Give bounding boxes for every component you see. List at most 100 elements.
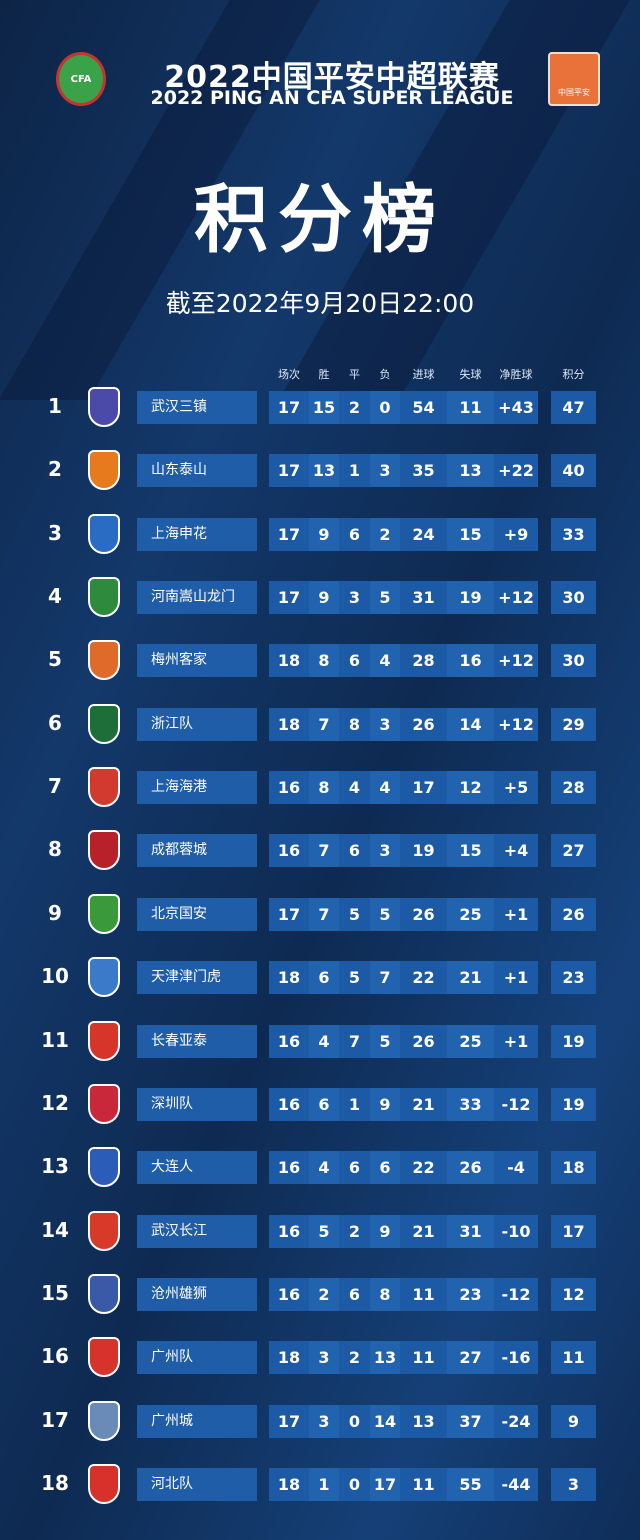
points-cell: 9 <box>551 1404 596 1438</box>
stat-cell: -16 <box>494 1341 538 1375</box>
stat-cell: 14 <box>447 707 494 741</box>
stat-cell: 4 <box>339 771 370 805</box>
update-date: 截至2022年9月20日22:00 <box>165 289 475 318</box>
stat-cell: 6 <box>339 1151 370 1185</box>
stat-cell: 7 <box>339 1024 370 1058</box>
column-header: 积分 <box>562 368 585 381</box>
stat-cell: 19 <box>400 834 447 868</box>
team-badge-icon <box>88 1400 120 1441</box>
stat-cell: 6 <box>339 517 370 551</box>
team-badge-icon <box>88 387 120 427</box>
stat-cell: -12 <box>494 1087 538 1121</box>
stat-cell: 16 <box>269 1151 309 1185</box>
team-badge-icon <box>88 703 120 744</box>
table-row: 12 深圳队 16 6 1 9 21 33 -12 19 <box>0 1083 640 1124</box>
stat-cell: 8 <box>309 771 339 805</box>
team-badge-icon <box>88 1337 120 1378</box>
stat-cell: 23 <box>447 1277 494 1311</box>
team-name: 上海申花 <box>137 517 257 551</box>
stat-cell: 3 <box>370 834 400 868</box>
rank: 18 <box>41 1470 69 1495</box>
stat-cell: 24 <box>400 517 447 551</box>
stat-cell: 17 <box>269 391 309 424</box>
table-row: 10 天津津门虎 18 6 5 7 22 21 +1 23 <box>0 957 640 998</box>
stat-cell: 22 <box>400 1151 447 1185</box>
stat-cell: 22 <box>400 961 447 995</box>
stat-cell: 1 <box>309 1467 339 1501</box>
team-name: 武汉三镇 <box>137 391 257 424</box>
team-name: 沧州雄狮 <box>137 1277 257 1311</box>
table-row: 18 河北队 18 1 0 17 11 55 -44 3 <box>0 1463 640 1504</box>
stat-cell: 6 <box>309 1087 339 1121</box>
stat-cell: 16 <box>269 771 309 805</box>
points-cell: 33 <box>551 517 596 551</box>
stat-cell: 1 <box>339 454 370 488</box>
team-name: 梅州客家 <box>137 644 257 678</box>
stat-cell: 4 <box>309 1151 339 1185</box>
stat-cell: 18 <box>269 961 309 995</box>
table-row: 1 武汉三镇 17 15 2 0 54 11 +43 47 <box>0 387 640 427</box>
stat-cell: 19 <box>447 581 494 615</box>
stat-cell: 8 <box>309 644 339 678</box>
stat-cell: 21 <box>400 1087 447 1121</box>
points-cell: 19 <box>551 1024 596 1058</box>
stat-cell: 0 <box>339 1467 370 1501</box>
stat-cell: +1 <box>494 1024 538 1058</box>
stat-cell: 27 <box>447 1341 494 1375</box>
team-badge-icon <box>88 1020 120 1061</box>
stat-cell: 13 <box>370 1341 400 1375</box>
stat-cell: 4 <box>370 644 400 678</box>
stat-cell: +12 <box>494 707 538 741</box>
stat-cell: 0 <box>370 391 400 424</box>
stat-cell: 35 <box>400 454 447 488</box>
stat-cell: +9 <box>494 517 538 551</box>
stat-cell: 17 <box>269 581 309 615</box>
table-row: 9 北京国安 17 7 5 5 26 25 +1 26 <box>0 893 640 934</box>
points-cell: 26 <box>551 897 596 931</box>
table-row: 17 广州城 17 3 0 14 13 37 -24 9 <box>0 1400 640 1441</box>
stat-cell: 55 <box>447 1467 494 1501</box>
stat-cell: 16 <box>447 644 494 678</box>
rank: 1 <box>48 394 62 418</box>
table-row: 2 山东泰山 17 13 1 3 35 13 +22 40 <box>0 450 640 491</box>
stat-cell: +12 <box>494 644 538 678</box>
stat-cell: 2 <box>339 1214 370 1248</box>
team-badge-icon <box>88 767 120 808</box>
title-cn: 2022中国平安中超联赛 <box>164 60 500 95</box>
page-title: 积分榜 <box>194 177 446 263</box>
team-name: 武汉长江 <box>137 1214 257 1248</box>
stat-cell: 17 <box>269 517 309 551</box>
column-header: 负 <box>379 368 391 381</box>
stat-cell: 26 <box>447 1151 494 1185</box>
stat-cell: 26 <box>400 897 447 931</box>
rank: 14 <box>41 1217 69 1242</box>
stat-cell: 15 <box>309 391 339 424</box>
team-badge-icon <box>88 640 120 681</box>
rank: 3 <box>48 520 62 545</box>
stat-cell: 2 <box>339 1341 370 1375</box>
stat-cell: 11 <box>400 1341 447 1375</box>
stat-cell: 5 <box>370 1024 400 1058</box>
stat-cell: 9 <box>370 1087 400 1121</box>
stat-cell: -24 <box>494 1404 538 1438</box>
table-row: 4 河南嵩山龙门 17 9 3 5 31 19 +12 30 <box>0 577 640 618</box>
points-cell: 23 <box>551 961 596 995</box>
points-cell: 28 <box>551 771 596 805</box>
team-name: 大连人 <box>137 1151 257 1185</box>
csl-logo-text: 中国平安 <box>558 88 590 97</box>
rank: 6 <box>48 710 62 735</box>
stat-cell: 16 <box>269 834 309 868</box>
stat-cell: 31 <box>447 1214 494 1248</box>
stat-cell: 33 <box>447 1087 494 1121</box>
stat-cell: 25 <box>447 897 494 931</box>
stat-cell: 17 <box>400 771 447 805</box>
rank: 12 <box>41 1090 69 1115</box>
points-cell: 30 <box>551 581 596 615</box>
team-name: 广州城 <box>137 1404 257 1438</box>
stat-cell: 21 <box>447 961 494 995</box>
stat-cell: 25 <box>447 1024 494 1058</box>
stat-cell: 6 <box>339 644 370 678</box>
stat-cell: 7 <box>309 897 339 931</box>
csl-logo: 中国平安 <box>548 52 600 106</box>
stat-cell: +12 <box>494 581 538 615</box>
